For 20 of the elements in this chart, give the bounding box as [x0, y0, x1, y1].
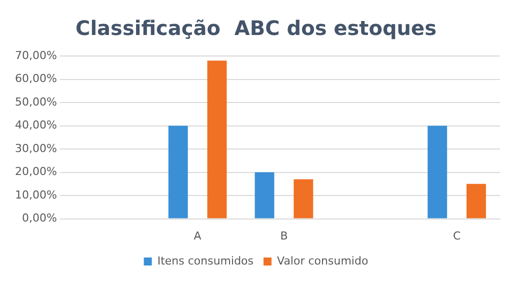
y-tick-label: 0,00%: [22, 212, 57, 225]
y-tick-label: 60,00%: [14, 72, 57, 86]
bar: [207, 60, 227, 218]
legend-label: Itens consumidos: [157, 254, 254, 268]
y-tick-label: 30,00%: [14, 142, 57, 155]
y-tick-label: 70,00%: [14, 48, 57, 62]
bar: [466, 184, 486, 218]
x-tick-label: C: [452, 229, 461, 242]
bar: [428, 126, 448, 218]
x-tick-label: A: [194, 229, 202, 242]
y-tick-label: 20,00%: [14, 165, 57, 178]
bar: [168, 126, 188, 218]
y-tick-label: 50,00%: [14, 95, 57, 108]
y-tick-label: 10,00%: [14, 188, 57, 202]
bar: [254, 172, 274, 218]
legend-label: Valor consumido: [277, 254, 368, 268]
y-tick-label: 40,00%: [14, 118, 57, 132]
bar: [294, 179, 314, 218]
x-tick-label: B: [280, 229, 288, 242]
chart-title: Classificação ABC dos estoques: [76, 16, 436, 40]
